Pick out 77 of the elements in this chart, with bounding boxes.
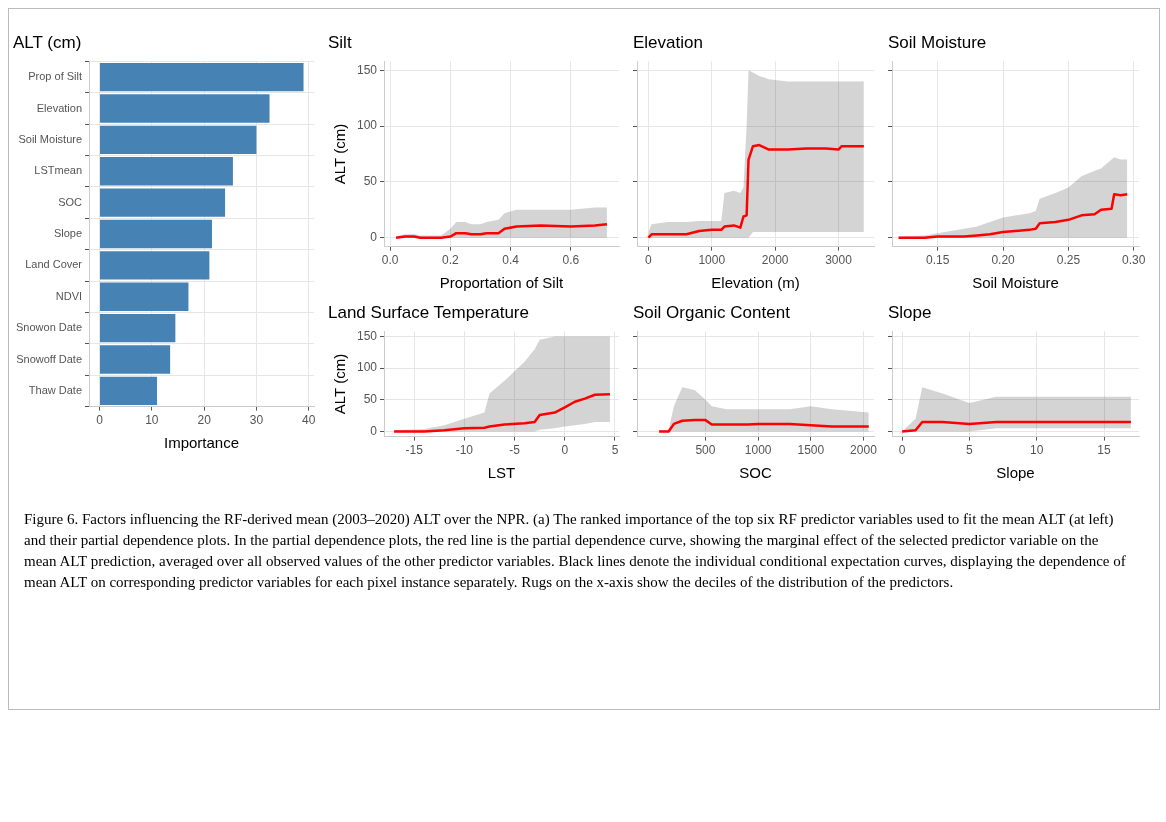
bar [100, 157, 233, 186]
y-tick-label: 0 [370, 229, 378, 244]
x-tick-label: 0.6 [562, 253, 580, 268]
x-tick-label: 2000 [761, 253, 789, 268]
x-tick-label: 0.0 [381, 253, 399, 268]
x-tick-label: 15 [1097, 443, 1111, 458]
caption: Figure 6. Factors influencing the RF-derived mean (2003–2020) ALT over the NPR. (a) The ranked importance of the top six RF predictor variables used to fit the mean ALT (at left) and their partial dependence plots. In the partial dependence plots, the red line is the partial dependence curve, showing the marginal effect of the selected predictor variable on the mean ALT prediction, averaged over all observed values of the other predictor variables. Black lines denote the individual conditional expectation curves, displaying the dependence of mean ALT on corresponding predictor variables for each pixel instance separately. Rugs on the x-axis show the deciles of the distribution of the predictors. [24, 510, 1127, 592]
chart-title: Soil Moisture [888, 32, 987, 52]
x-axis-title: SOC [739, 464, 772, 482]
y-tick-label: 50 [363, 174, 378, 189]
x-tick-label: 10 [1030, 443, 1044, 458]
y-tick-label: Slope [53, 227, 83, 240]
x-tick-label: 0.15 [926, 253, 950, 268]
x-tick-label: 1000 [698, 253, 726, 268]
bar [100, 282, 189, 311]
x-tick-label: 30 [249, 413, 264, 428]
y-tick-label: Land Cover [25, 258, 83, 271]
y-axis-title: ALT (cm) [331, 123, 349, 185]
x-tick-label: 0.2 [441, 253, 459, 268]
y-tick-label: 100 [356, 118, 378, 133]
y-tick-label: 50 [363, 392, 378, 407]
bar [100, 313, 176, 343]
x-tick-label: 3000 [825, 253, 853, 268]
chart-title: Land Surface Temperature [328, 302, 529, 322]
x-tick-label: -10 [455, 443, 474, 458]
x-tick-label: 1000 [744, 443, 772, 458]
x-tick-label: 10 [145, 413, 159, 428]
x-tick-label: 40 [302, 413, 316, 428]
x-tick-label: 0 [645, 253, 653, 268]
x-tick-label: 5 [966, 443, 974, 458]
chart-title: Elevation [633, 32, 703, 52]
x-tick-label: 0.25 [1056, 253, 1081, 268]
x-tick-label: 1500 [797, 443, 825, 458]
bar [100, 94, 270, 123]
x-tick-label: 2000 [850, 443, 878, 458]
x-tick-label: 500 [695, 443, 716, 458]
x-axis-title: Slope [996, 464, 1035, 482]
x-axis-title: LST [487, 464, 516, 482]
y-tick-label: NDVI [55, 289, 83, 302]
x-axis-title: Elevation (m) [711, 274, 800, 292]
y-axis-title: ALT (cm) [331, 353, 349, 415]
y-tick-label: Elevation [36, 101, 83, 114]
y-tick-label: Snowoff Date [16, 352, 83, 365]
chart-title: Soil Organic Content [633, 302, 791, 322]
bar [100, 62, 304, 92]
x-tick-label: 0.4 [502, 253, 520, 268]
chart-title: Silt [328, 32, 352, 52]
bar [100, 125, 257, 155]
x-axis-title: Importance [164, 434, 240, 452]
x-tick-label: 20 [197, 413, 212, 428]
x-tick-label: -15 [405, 443, 424, 458]
y-tick-label: SOC [58, 195, 83, 208]
y-tick-label: Snowon Date [16, 321, 83, 334]
x-tick-label: 0.20 [991, 253, 1016, 268]
y-tick-label: Thaw Date [28, 383, 83, 396]
y-tick-label: Prop of Silt [28, 70, 83, 83]
y-tick-label: 0 [370, 423, 378, 438]
bar [100, 345, 171, 374]
x-tick-label: 0 [561, 443, 569, 458]
x-tick-label: 0 [898, 443, 906, 458]
chart-title: Slope [888, 302, 932, 322]
y-tick-label: Soil Moisture [18, 132, 83, 145]
bar [100, 188, 226, 217]
bar [100, 251, 210, 280]
x-tick-label: -5 [509, 443, 521, 458]
x-tick-label: 0.30 [1122, 253, 1146, 268]
x-axis-title: Soil Moisture [972, 274, 1059, 292]
x-tick-label: 5 [611, 443, 619, 458]
y-tick-label: LSTmean [34, 164, 83, 177]
bar [100, 376, 158, 406]
bar [100, 219, 212, 249]
x-tick-label: 0 [96, 413, 104, 428]
y-tick-label: 150 [356, 328, 378, 343]
y-tick-label: 100 [356, 360, 378, 375]
x-axis-title: Proportation of Silt [439, 274, 565, 292]
y-tick-label: 150 [356, 62, 378, 77]
chart-title: ALT (cm) [13, 32, 82, 52]
